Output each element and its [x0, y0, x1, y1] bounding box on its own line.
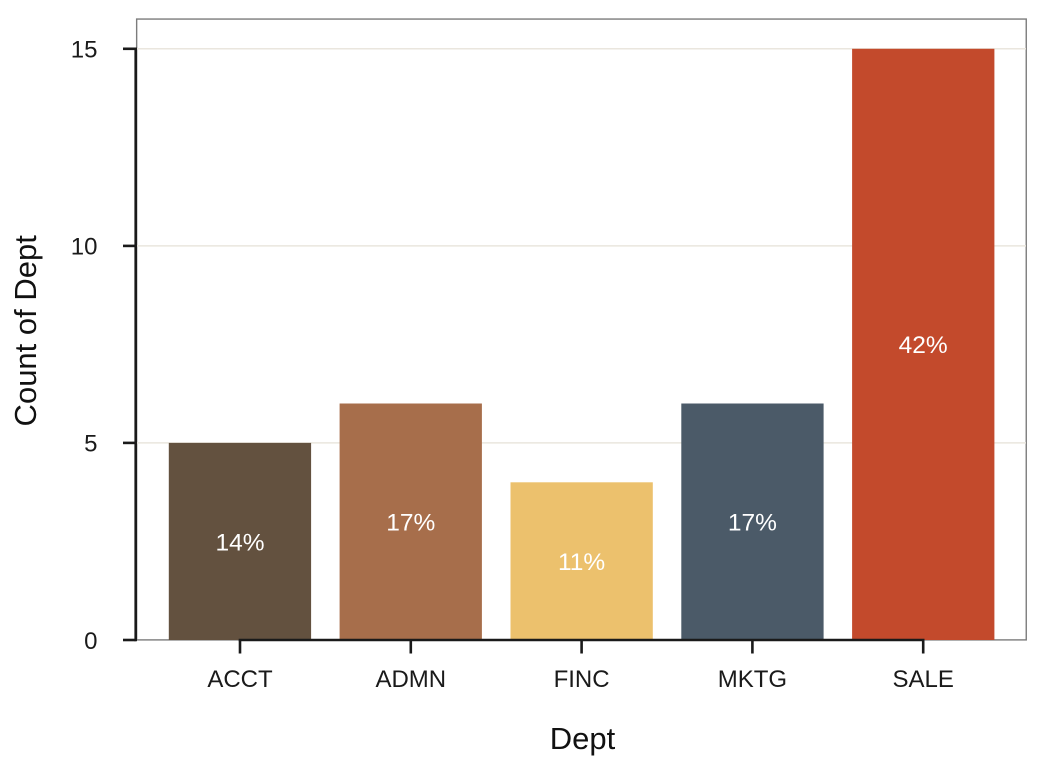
svg-text:17%: 17%: [728, 510, 777, 537]
svg-text:17%: 17%: [386, 510, 435, 537]
svg-text:SALE: SALE: [893, 666, 954, 693]
svg-text:15: 15: [71, 37, 98, 64]
svg-text:Count of Dept: Count of Dept: [8, 235, 43, 427]
svg-text:5: 5: [84, 431, 97, 458]
svg-text:11%: 11%: [558, 549, 605, 576]
svg-text:Dept: Dept: [550, 721, 616, 756]
svg-text:0: 0: [84, 628, 97, 655]
svg-text:FINC: FINC: [554, 666, 610, 693]
svg-text:42%: 42%: [899, 332, 948, 359]
svg-text:ADMN: ADMN: [375, 666, 446, 693]
svg-text:10: 10: [71, 234, 98, 261]
svg-text:14%: 14%: [215, 529, 264, 556]
svg-text:MKTG: MKTG: [718, 666, 787, 693]
svg-text:ACCT: ACCT: [207, 666, 273, 693]
